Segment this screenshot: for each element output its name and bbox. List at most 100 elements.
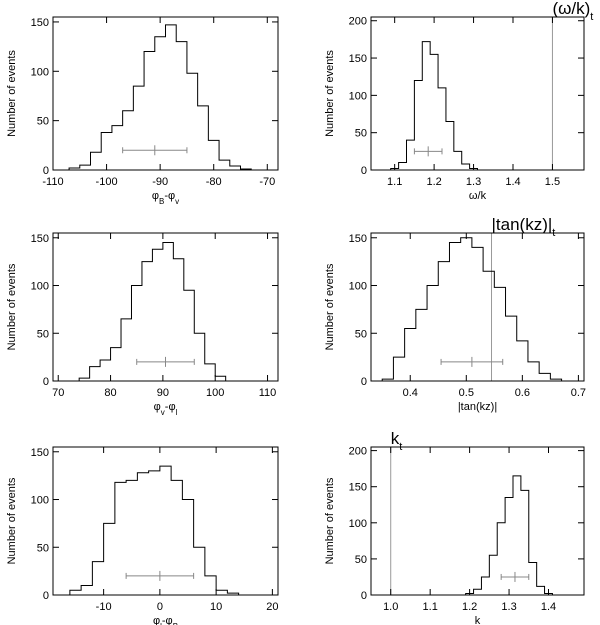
- plot-frame: [370, 232, 585, 382]
- histogram-bin: [205, 364, 215, 381]
- histogram-bin: [215, 376, 225, 381]
- y-axis-label: Number of events: [6, 477, 18, 564]
- x-tick-label: 0.4: [403, 387, 418, 399]
- x-axis-label: |tan(kz)|: [458, 401, 497, 413]
- y-tick-label: 0: [43, 376, 49, 388]
- y-tick-label: 0: [43, 165, 49, 177]
- x-tick-label: 110: [259, 387, 277, 399]
- y-tick-label: 200: [349, 16, 367, 28]
- y-tick-label: 100: [31, 495, 49, 507]
- x-tick-label: -70: [259, 176, 275, 188]
- x-tick-label: 1.5: [545, 176, 560, 188]
- reference-label: |tan(kz)|t: [492, 215, 556, 239]
- x-tick-label: 10: [210, 601, 222, 613]
- y-tick-label: 0: [361, 165, 367, 177]
- histogram-bin: [100, 360, 110, 381]
- x-tick-label: -110: [42, 176, 63, 188]
- x-tick-label: -100: [96, 176, 118, 188]
- histogram-bin: [497, 523, 505, 595]
- plot-frame: [52, 16, 279, 171]
- histogram-bin: [427, 286, 438, 381]
- x-tick-label: 0: [157, 601, 163, 613]
- histogram-bin: [111, 348, 121, 381]
- y-axis-label: Number of events: [324, 50, 336, 137]
- histogram-bin: [194, 547, 205, 595]
- x-tick-label: 1.3: [501, 601, 516, 613]
- x-axis-label: ω/k: [469, 190, 487, 202]
- x-tick-label: -10: [96, 601, 112, 613]
- y-axis-label: Number of events: [6, 50, 18, 137]
- histogram-bin: [474, 589, 482, 595]
- x-tick-label: 100: [206, 387, 224, 399]
- histogram-bin: [115, 482, 126, 595]
- y-tick-label: 100: [349, 518, 367, 530]
- histogram-bin: [219, 160, 230, 170]
- histogram-bin: [216, 590, 227, 595]
- y-tick-label: 0: [43, 590, 49, 602]
- y-tick-label: 100: [349, 281, 367, 293]
- y-axis-label: Number of events: [324, 263, 336, 350]
- plot-frame: [370, 16, 585, 171]
- x-tick-label: 1.1: [423, 601, 438, 613]
- y-axis-label: Number of events: [6, 263, 18, 350]
- y-tick-label: 150: [349, 482, 367, 494]
- histogram-steps: [78, 242, 227, 381]
- histogram-bin: [112, 126, 123, 170]
- x-tick-label: 0.7: [571, 387, 586, 399]
- y-tick-label: 0: [361, 590, 367, 602]
- x-tick-label: 80: [104, 387, 116, 399]
- histogram-bin: [494, 287, 505, 381]
- histogram-steps: [390, 41, 486, 171]
- x-tick-label: 90: [157, 387, 169, 399]
- y-tick-label: 150: [31, 233, 49, 245]
- x-tick-label: 0.5: [459, 387, 474, 399]
- histogram-bin: [483, 271, 494, 381]
- histogram-bin: [405, 328, 416, 381]
- chart-panel-5: -10 0 10 20 0 50 100 150 φl-φB Number of events: [6, 446, 279, 625]
- histogram-bin: [438, 88, 446, 170]
- histogram-bin: [198, 106, 209, 170]
- histogram-bin: [449, 243, 460, 381]
- y-tick-label: 0: [361, 376, 367, 388]
- histogram-bin: [205, 576, 216, 595]
- histogram-bin: [529, 563, 537, 595]
- histogram-bin: [126, 480, 137, 595]
- histogram-bin: [481, 577, 489, 595]
- x-tick-label: -90: [152, 176, 168, 188]
- histogram-bin: [90, 367, 100, 381]
- y-tick-label: 100: [349, 90, 367, 102]
- histogram-bin: [133, 86, 144, 170]
- histogram-bin: [407, 140, 415, 170]
- histogram-bin: [454, 151, 462, 170]
- x-tick-label: -80: [206, 176, 222, 188]
- y-tick-label: 50: [355, 328, 367, 340]
- x-tick-label: 1.3: [466, 176, 481, 188]
- histogram-bin: [163, 243, 173, 381]
- y-tick-label: 150: [349, 233, 367, 245]
- y-tick-label: 50: [37, 542, 49, 554]
- x-tick-label: 1.1: [387, 176, 402, 188]
- histogram-bin: [152, 249, 162, 381]
- histogram-steps: [69, 465, 240, 595]
- y-tick-label: 150: [31, 17, 49, 29]
- y-axis-label: Number of events: [324, 477, 336, 564]
- x-tick-label: 0.6: [515, 387, 530, 399]
- reference-label: (ω/k)t: [552, 0, 593, 23]
- histogram-bin: [539, 373, 550, 381]
- histogram-bin: [182, 500, 193, 595]
- histogram-bin: [399, 163, 407, 170]
- histogram-bin: [438, 262, 449, 381]
- x-axis-label: k: [475, 615, 481, 625]
- chart-panel-4: 0.4 0.5 0.6 0.7 0 50 100 150 |tan(kz)| Number of …: [324, 215, 586, 413]
- histogram-bin: [430, 54, 438, 170]
- y-tick-label: 50: [355, 554, 367, 566]
- histogram-bin: [505, 498, 513, 595]
- histogram-bin: [91, 152, 102, 170]
- histogram-bin: [131, 286, 141, 381]
- y-tick-label: 100: [31, 66, 49, 78]
- histogram-bin: [521, 490, 529, 595]
- y-tick-label: 150: [31, 447, 49, 459]
- y-tick-label: 200: [349, 446, 367, 458]
- x-tick-label: 1.2: [462, 601, 477, 613]
